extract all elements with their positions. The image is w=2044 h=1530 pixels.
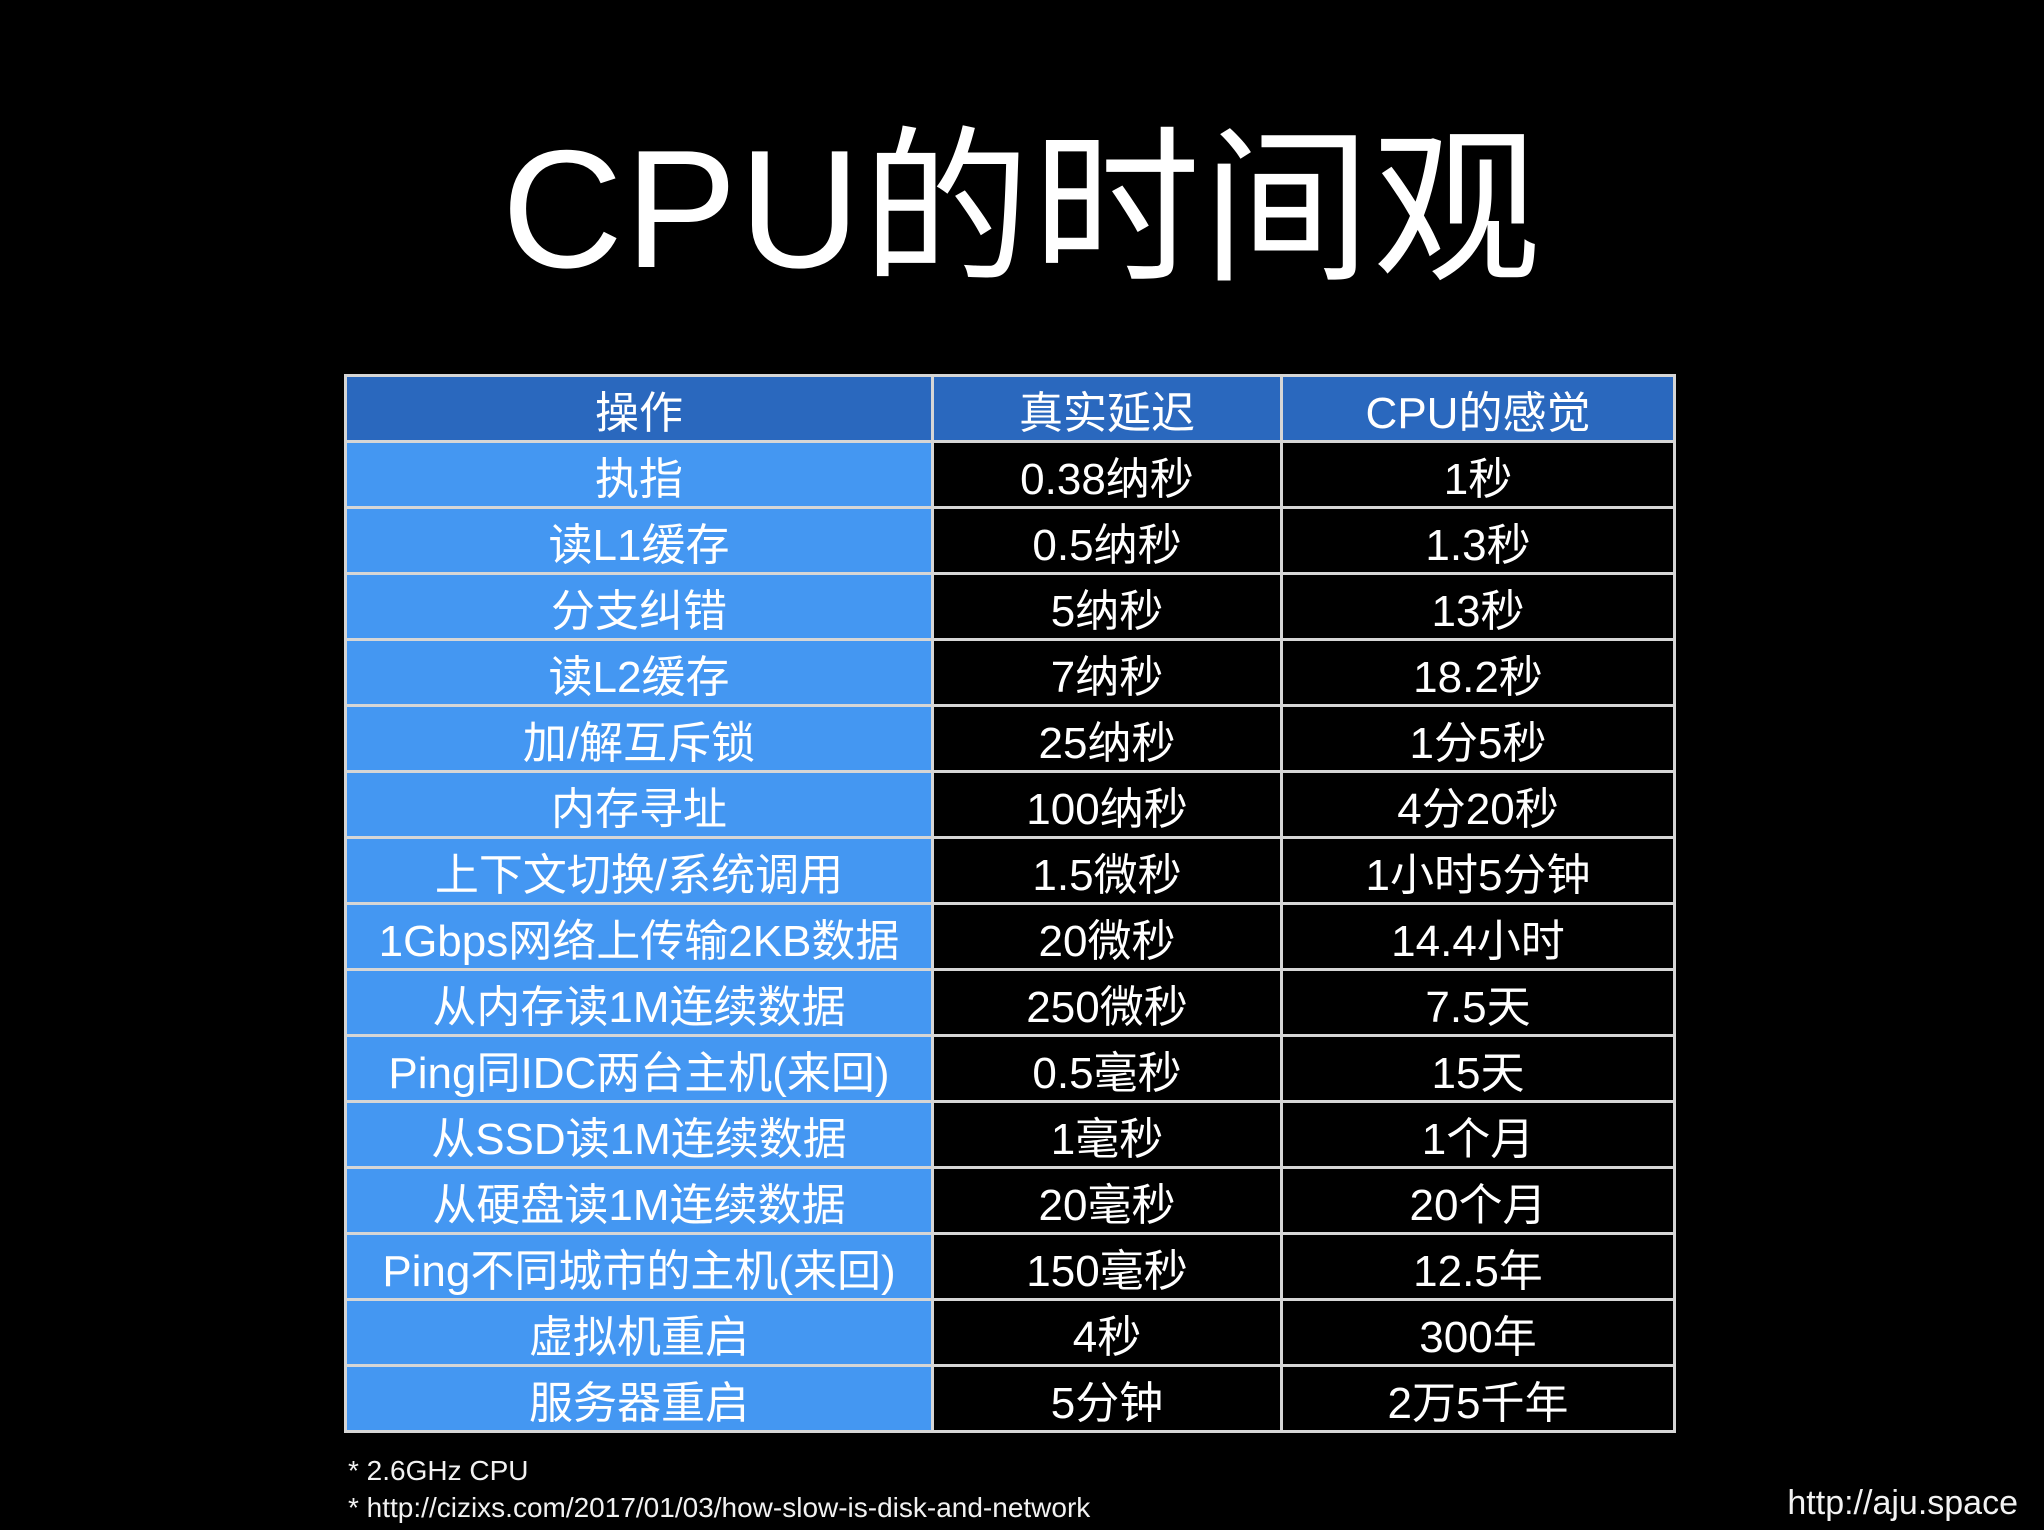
value-cell: 1毫秒 <box>934 1103 1280 1166</box>
operation-cell: 虚拟机重启 <box>347 1301 931 1364</box>
operation-cell: 执指 <box>347 443 931 506</box>
operation-cell: 分支纠错 <box>347 575 931 638</box>
value-cell: 1秒 <box>1283 443 1673 506</box>
value-cell: 1.5微秒 <box>934 839 1280 902</box>
value-cell: 4分20秒 <box>1283 773 1673 836</box>
value-cell: 0.5毫秒 <box>934 1037 1280 1100</box>
value-cell: 12.5年 <box>1283 1235 1673 1298</box>
operation-cell: Ping同IDC两台主机(来回) <box>347 1037 931 1100</box>
value-cell: 0.38纳秒 <box>934 443 1280 506</box>
value-cell: 100纳秒 <box>934 773 1280 836</box>
footnotes: * 2.6GHz CPU * http://cizixs.com/2017/01… <box>348 1452 1090 1526</box>
header-cell: CPU的感觉 <box>1283 377 1673 440</box>
value-cell: 20微秒 <box>934 905 1280 968</box>
value-cell: 1.3秒 <box>1283 509 1673 572</box>
footnote-cpu: * 2.6GHz CPU <box>348 1455 529 1486</box>
value-cell: 15天 <box>1283 1037 1673 1100</box>
operation-cell: 加/解互斥锁 <box>347 707 931 770</box>
operation-cell: 从内存读1M连续数据 <box>347 971 931 1034</box>
footnote-source-url: * http://cizixs.com/2017/01/03/how-slow-… <box>348 1492 1091 1523</box>
header-cell: 真实延迟 <box>934 377 1280 440</box>
value-cell: 1分5秒 <box>1283 707 1673 770</box>
latency-table: 操作 真实延迟 CPU的感觉执指 0.38纳秒 1秒读L1缓存 0.5纳秒 1.3秒分支纠错… <box>344 374 1676 1433</box>
operation-cell: 读L2缓存 <box>347 641 931 704</box>
operation-cell: 1Gbps网络上传输2KB数据 <box>347 905 931 968</box>
value-cell: 2万5千年 <box>1283 1367 1673 1430</box>
value-cell: 7纳秒 <box>934 641 1280 704</box>
operation-cell: 服务器重启 <box>347 1367 931 1430</box>
slide-title: CPU的时间观 <box>501 115 1543 303</box>
watermark-url: http://aju.space <box>1787 1484 2018 1522</box>
value-cell: 25纳秒 <box>934 707 1280 770</box>
value-cell: 14.4小时 <box>1283 905 1673 968</box>
operation-cell: 从硬盘读1M连续数据 <box>347 1169 931 1232</box>
operation-cell: 上下文切换/系统调用 <box>347 839 931 902</box>
operation-cell: 内存寻址 <box>347 773 931 836</box>
operation-cell: 从SSD读1M连续数据 <box>347 1103 931 1166</box>
operation-cell: Ping不同城市的主机(来回) <box>347 1235 931 1298</box>
value-cell: 0.5纳秒 <box>934 509 1280 572</box>
value-cell: 13秒 <box>1283 575 1673 638</box>
value-cell: 7.5天 <box>1283 971 1673 1034</box>
value-cell: 300年 <box>1283 1301 1673 1364</box>
header-cell: 操作 <box>347 377 931 440</box>
value-cell: 150毫秒 <box>934 1235 1280 1298</box>
value-cell: 5分钟 <box>934 1367 1280 1430</box>
value-cell: 250微秒 <box>934 971 1280 1034</box>
value-cell: 1小时5分钟 <box>1283 839 1673 902</box>
value-cell: 5纳秒 <box>934 575 1280 638</box>
value-cell: 20毫秒 <box>934 1169 1280 1232</box>
value-cell: 18.2秒 <box>1283 641 1673 704</box>
operation-cell: 读L1缓存 <box>347 509 931 572</box>
value-cell: 20个月 <box>1283 1169 1673 1232</box>
value-cell: 4秒 <box>934 1301 1280 1364</box>
value-cell: 1个月 <box>1283 1103 1673 1166</box>
